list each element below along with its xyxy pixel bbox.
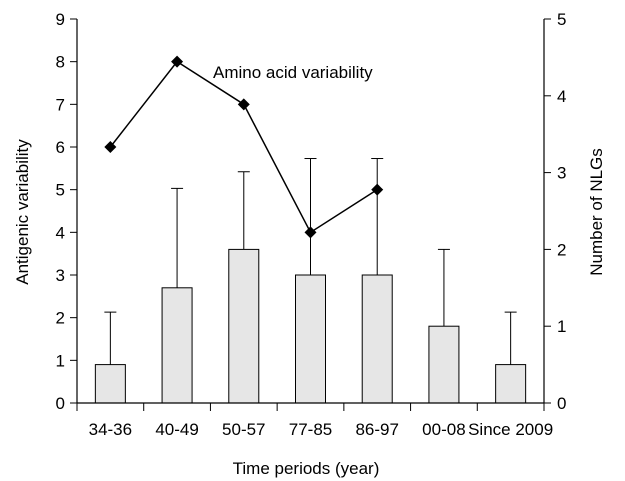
bar-50-57 (228, 248, 260, 404)
x-tick-label: 50-57 (222, 420, 265, 439)
bar-00-08 (428, 325, 460, 404)
y2-tick-label: 0 (557, 394, 566, 413)
y-tick-label: 1 (56, 351, 65, 370)
error-bars-layer (104, 158, 517, 365)
y-tick-label: 8 (56, 53, 65, 72)
series-annotation: Amino acid variability (213, 63, 373, 82)
y2-tick-label: 4 (557, 87, 566, 106)
x-tick-label: 00-08 (422, 420, 465, 439)
line-series-layer (104, 55, 384, 239)
x-tick-label: 40-49 (155, 420, 198, 439)
y-tick-label: 4 (56, 223, 65, 242)
x-tick-label: Since 2009 (468, 420, 553, 439)
y-axis-title: Antigenic variability (13, 139, 32, 285)
line-marker-40-49 (171, 55, 184, 68)
y-tick-label: 3 (56, 266, 65, 285)
x-tick-label: 34-36 (89, 420, 132, 439)
y-tick-label: 2 (56, 309, 65, 328)
line-marker-34-36 (104, 141, 117, 153)
y-tick-label: 7 (56, 95, 65, 114)
line-marker-77-85 (304, 226, 317, 239)
y2-tick-label: 1 (557, 317, 566, 336)
y-tick-label: 6 (56, 138, 65, 157)
y2-axis-title: Number of NLGs (587, 148, 606, 276)
axes-layer: 0 1 2 3 4 5 6 7 8 9 0 1 2 3 4 5 34-36 40-49 50-57 77-85 86-9… (56, 10, 567, 439)
bar-34-36 (94, 364, 126, 404)
line-marker-50-57 (237, 98, 250, 111)
y-tick-label: 0 (56, 394, 65, 413)
bar-40-49 (161, 287, 193, 404)
bar-Since 2009 (495, 364, 527, 404)
bar-77-85 (295, 274, 326, 404)
y2-tick-label: 5 (557, 10, 566, 29)
x-tick-label: 86-97 (355, 420, 398, 439)
y-tick-label: 9 (56, 10, 65, 29)
line-marker-86-97 (371, 183, 384, 196)
y2-tick-label: 2 (557, 240, 566, 259)
x-axis-title: Time periods (year) (233, 459, 380, 478)
y-tick-label: 5 (56, 181, 65, 200)
y2-tick-label: 3 (557, 164, 566, 183)
x-tick-label: 77-85 (289, 420, 332, 439)
bar-86-97 (361, 274, 393, 404)
